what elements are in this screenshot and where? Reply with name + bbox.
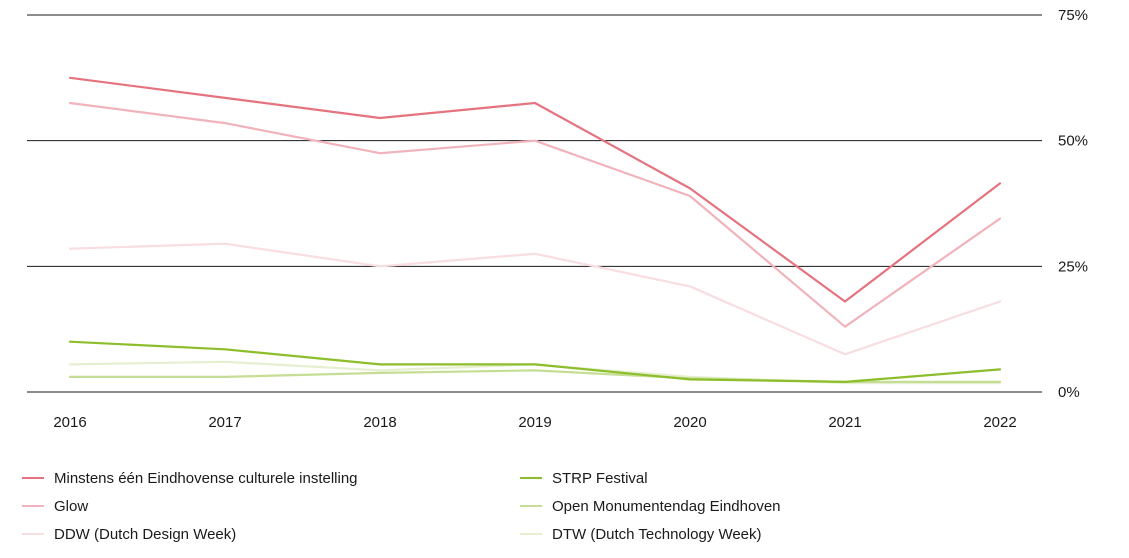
x-tick-label: 2017 <box>208 414 241 431</box>
gridlines <box>27 14 1042 393</box>
series-line <box>68 76 1002 303</box>
legend-item: DDW (Dutch Design Week) <box>22 523 236 545</box>
legend-item: Minstens één Eindhovense culturele inste… <box>22 467 358 489</box>
legend-swatch <box>22 533 44 535</box>
legend-label: Minstens één Eindhovense culturele inste… <box>54 469 358 487</box>
series-line <box>68 101 1002 328</box>
y-tick-label: 50% <box>1058 133 1088 150</box>
x-tick-label: 2021 <box>828 414 861 431</box>
legend-swatch <box>22 505 44 507</box>
x-tick-label: 2016 <box>53 414 86 431</box>
legend-swatch <box>520 477 542 479</box>
legend-label: Glow <box>54 497 89 515</box>
series-line <box>68 340 1002 383</box>
y-tick-label: 0% <box>1058 384 1080 401</box>
legend-item: Glow <box>22 495 88 517</box>
y-tick-label: 25% <box>1058 258 1088 275</box>
line-chart: 0% 25% 50% 75% 2016 2017 2018 2019 2020 2021 2022 <box>27 7 1088 431</box>
legend-swatch <box>520 533 542 535</box>
y-axis-ticks: 0% 25% 50% 75% <box>1058 7 1088 401</box>
legend-label: DTW (Dutch Technology Week) <box>552 525 762 543</box>
legend-item: Open Monumentendag Eindhoven <box>520 495 781 517</box>
x-tick-label: 2022 <box>983 414 1016 431</box>
legend-label: DDW (Dutch Design Week) <box>54 525 237 543</box>
legend-swatch <box>520 505 542 507</box>
y-tick-label: 75% <box>1058 7 1088 24</box>
legend-label: Open Monumentendag Eindhoven <box>552 497 781 515</box>
legend-swatch <box>22 477 44 479</box>
legend-item: STRP Festival <box>520 467 648 489</box>
legend-item: DTW (Dutch Technology Week) <box>520 523 762 545</box>
x-tick-label: 2019 <box>518 414 551 431</box>
series-line <box>68 242 1002 356</box>
legend-label: STRP Festival <box>552 469 648 487</box>
x-tick-label: 2020 <box>673 414 706 431</box>
x-tick-label: 2018 <box>363 414 396 431</box>
legend: Minstens één Eindhovense culturele inste… <box>22 470 1112 554</box>
x-axis-ticks: 2016 2017 2018 2019 2020 2021 2022 <box>53 414 1016 431</box>
series-lines <box>68 76 1002 385</box>
